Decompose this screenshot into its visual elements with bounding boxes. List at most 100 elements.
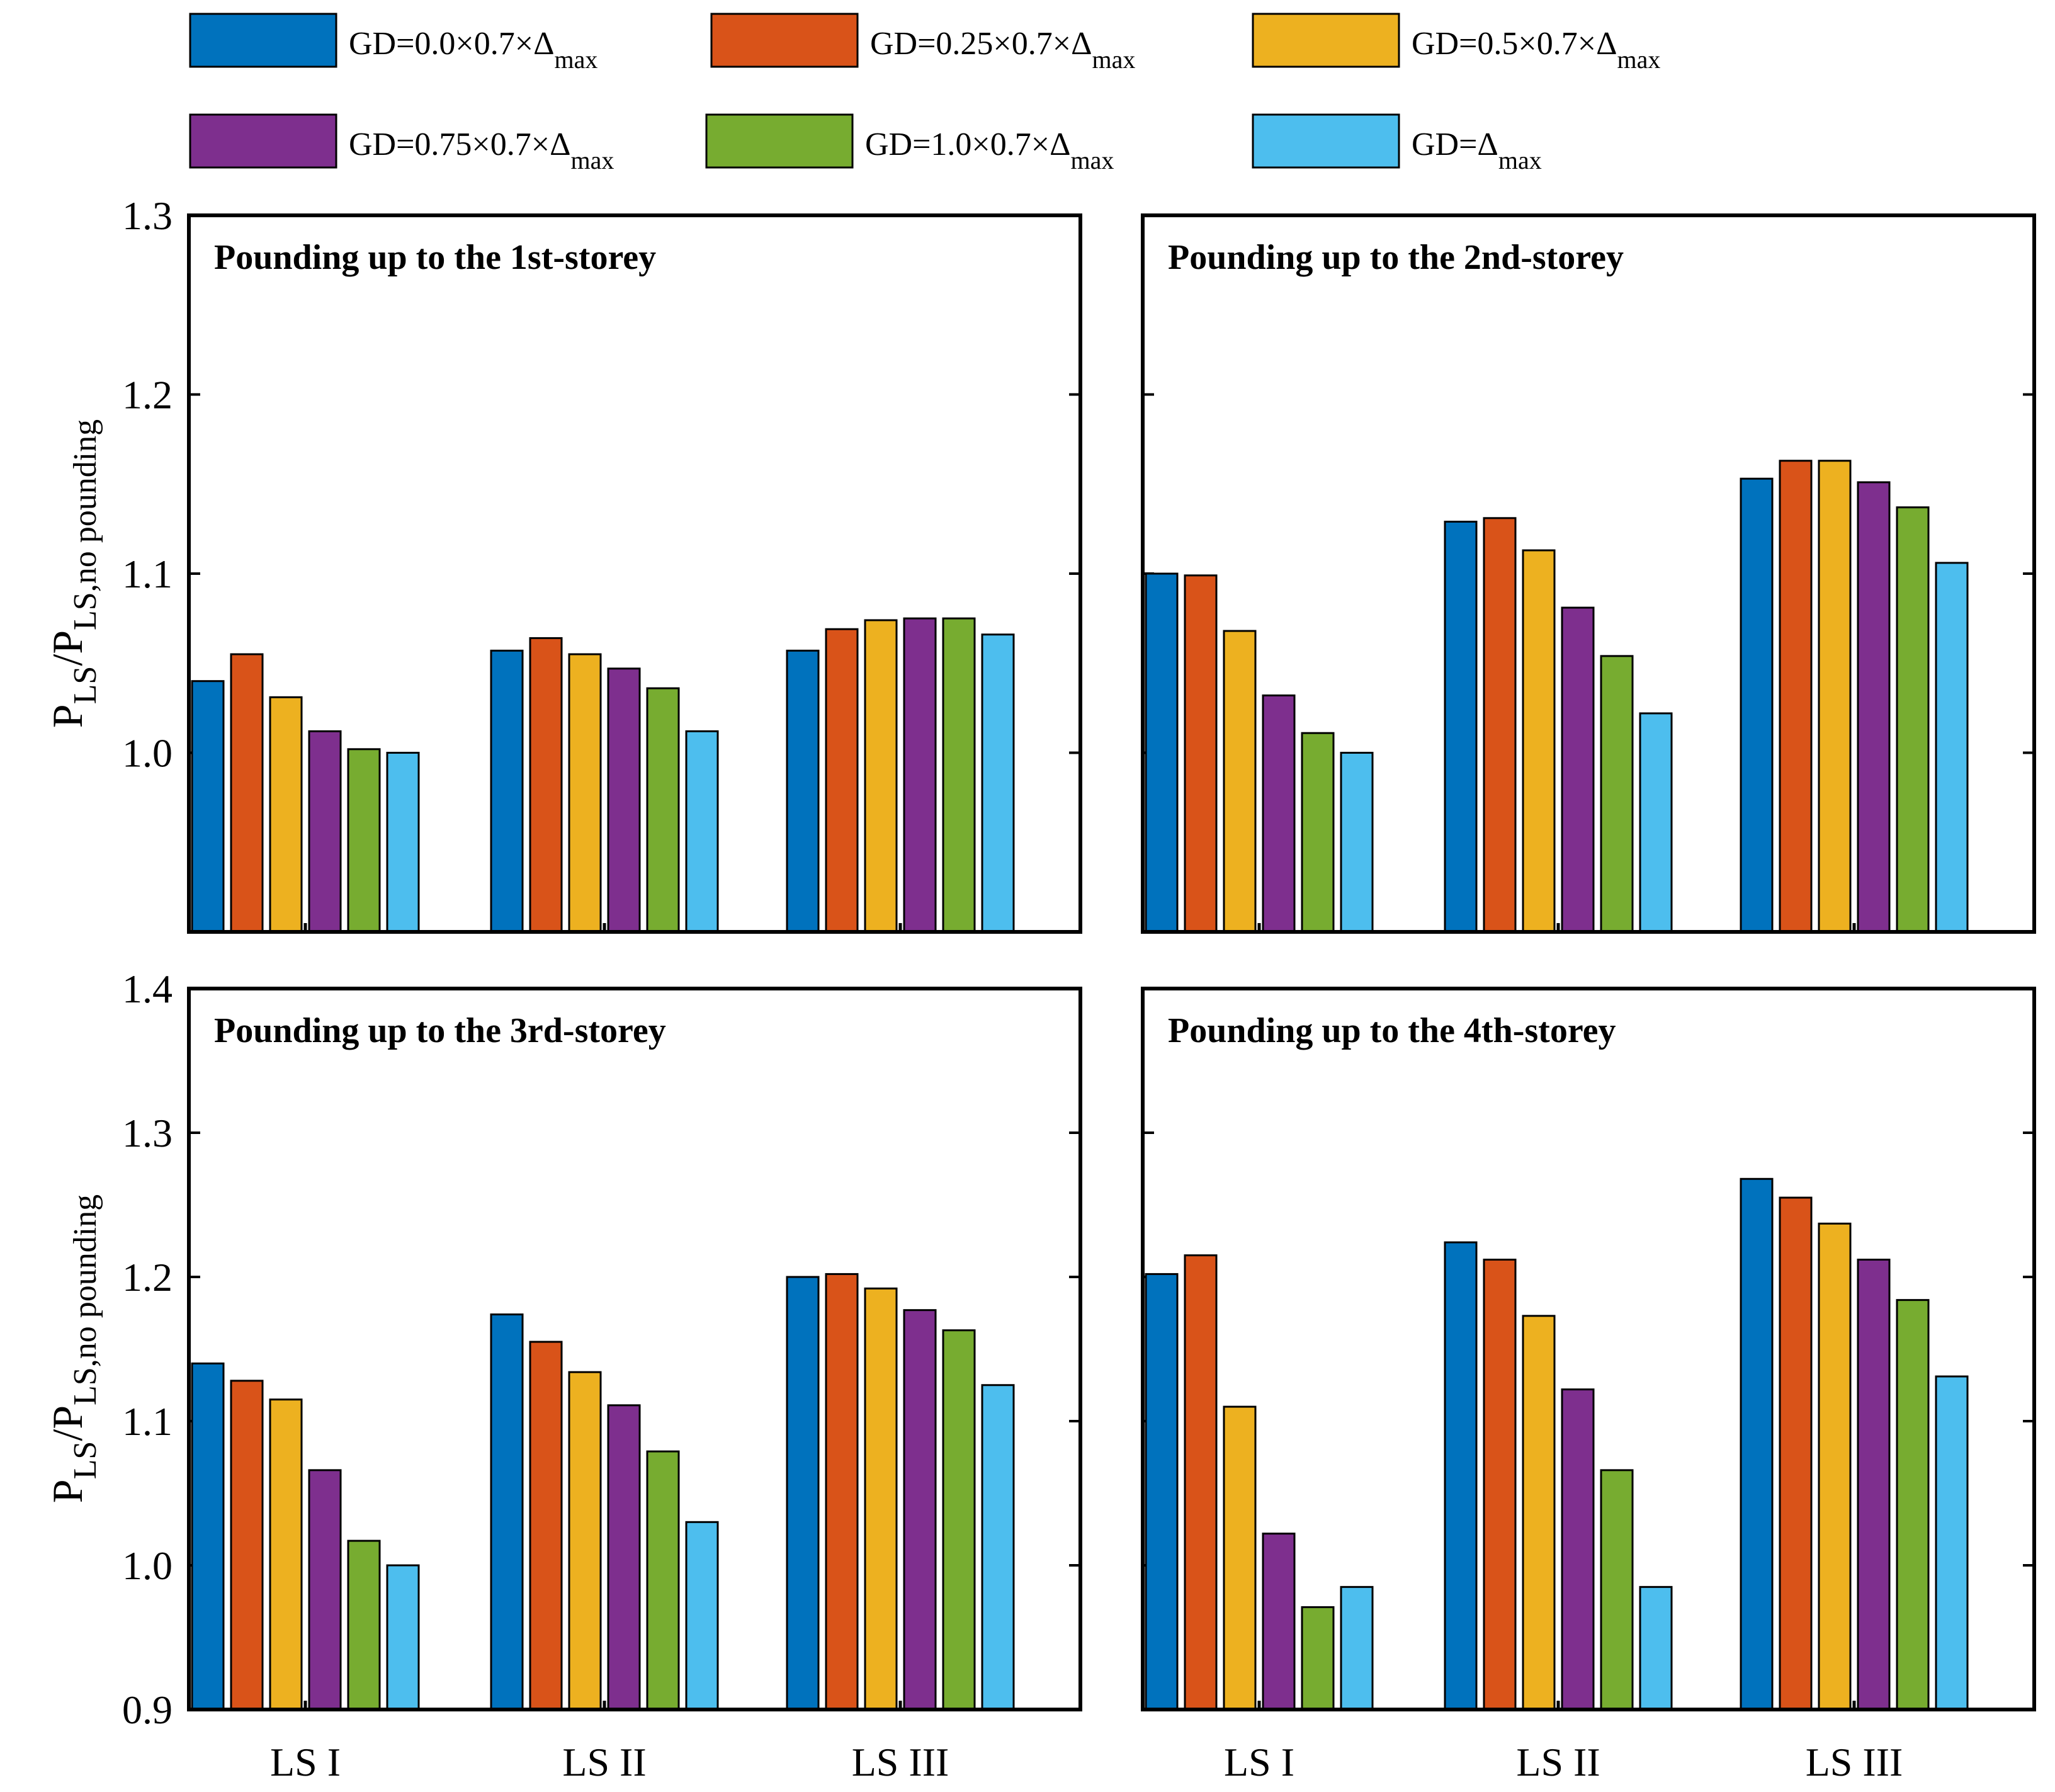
bar — [1896, 1299, 1930, 1711]
bar — [1483, 517, 1517, 933]
bar — [685, 1521, 719, 1711]
bar — [308, 730, 342, 933]
legend-swatch — [1252, 13, 1400, 68]
bar — [786, 649, 820, 933]
bar — [1483, 1259, 1517, 1711]
bar — [1262, 1533, 1296, 1711]
bar — [1935, 562, 1969, 933]
y-tick-label: 1.3 — [122, 193, 173, 238]
bar — [386, 752, 420, 933]
y-tick-label: 1.1 — [122, 552, 173, 596]
bar — [1639, 1585, 1673, 1711]
legend-label: GD=0.25×0.7×Δmax — [870, 26, 1135, 74]
bar — [269, 1398, 303, 1711]
legend-label: GD=0.0×0.7×Δmax — [349, 26, 597, 74]
legend-label-subscript: max — [1617, 45, 1661, 74]
y-tick-label: 1.1 — [122, 1399, 173, 1444]
chart-panel: 1.0 1.1 1.2 1.3 Pounding up to the 1st-store… — [122, 193, 1082, 934]
bar — [347, 1540, 381, 1711]
y-label-sub: LS — [67, 666, 103, 705]
bar — [903, 617, 937, 933]
bar — [529, 1341, 563, 1711]
bar — [607, 1404, 641, 1711]
bar — [786, 1276, 820, 1711]
bar — [825, 628, 859, 933]
bar — [347, 748, 381, 933]
bar — [230, 653, 264, 933]
bar — [1340, 752, 1374, 933]
y-tick-label: 1.2 — [122, 373, 173, 417]
bar — [1857, 1259, 1891, 1711]
bar — [864, 1287, 898, 1711]
bar — [1184, 574, 1218, 933]
bar — [490, 649, 524, 933]
bar — [1639, 712, 1673, 933]
bar — [942, 1329, 976, 1711]
panels: 1.0 1.1 1.2 1.3 Pounding up to the 1st-store… — [122, 193, 2036, 1784]
legend-label-subscript: max — [571, 146, 614, 174]
bar — [1184, 1254, 1218, 1711]
panel-title: Pounding up to the 4th-storey — [1168, 1011, 1616, 1050]
y-axis-label: PLS/PLS,no pounding — [43, 419, 103, 728]
bar — [903, 1309, 937, 1711]
legend-label-subscript: max — [1071, 146, 1114, 174]
x-category-label: LS II — [562, 1740, 646, 1784]
legend-label: GD=0.75×0.7×Δmax — [349, 127, 614, 174]
y-label-p: P — [43, 704, 91, 728]
legend-label-base: GD=0.75×0.7×Δ — [349, 127, 571, 162]
bar — [1444, 520, 1478, 933]
bar — [568, 1371, 602, 1711]
bar — [942, 617, 976, 933]
chart-panel: Pounding up to the 2nd-storey — [1141, 213, 2036, 934]
legend-swatch — [189, 113, 337, 169]
bar — [1522, 1315, 1556, 1711]
y-label-slash: /P — [43, 630, 91, 666]
y-tick-label: 0.9 — [122, 1687, 173, 1732]
bar — [1740, 1177, 1774, 1711]
legend-label-base: GD=1.0×0.7×Δ — [865, 127, 1071, 162]
panel-title: Pounding up to the 2nd-storey — [1168, 238, 1624, 277]
bar — [1818, 1222, 1852, 1711]
legend-label: GD=1.0×0.7×Δmax — [865, 127, 1114, 174]
y-label-sub: LS,no pounding — [67, 419, 103, 630]
legend-entry: GD=0.75×0.7×Δmax — [189, 113, 614, 174]
bar — [1561, 606, 1595, 933]
bar — [1561, 1388, 1595, 1711]
bar — [230, 1380, 264, 1711]
panel-frame-outline — [187, 987, 1082, 1711]
bar — [308, 1469, 342, 1711]
bar — [1522, 549, 1556, 933]
bar — [1145, 572, 1179, 933]
bar — [864, 619, 898, 933]
panel-frame-outline — [187, 213, 1082, 934]
legend-label-base: GD=0.5×0.7×Δ — [1412, 26, 1617, 62]
bar — [269, 696, 303, 933]
x-category-label: LS II — [1516, 1740, 1600, 1784]
legend-entry: GD=Δmax — [1252, 113, 1542, 174]
y-label-p: P — [43, 1479, 91, 1503]
bar — [191, 1362, 225, 1711]
legend-label: GD=Δmax — [1412, 127, 1542, 174]
bar — [386, 1564, 420, 1711]
legend-swatch — [189, 13, 337, 68]
bar — [981, 633, 1015, 933]
bar — [1262, 694, 1296, 933]
bar — [825, 1273, 859, 1711]
legend-label: GD=0.5×0.7×Δmax — [1412, 26, 1660, 74]
legend-entry: GD=0.5×0.7×Δmax — [1252, 13, 1660, 74]
bar — [1935, 1375, 1969, 1711]
legend-label-subscript: max — [1092, 45, 1136, 74]
legend-swatch — [1252, 113, 1400, 169]
bar — [1600, 655, 1634, 933]
y-label-sub: LS,no pounding — [67, 1194, 103, 1405]
legend-label-subscript: max — [555, 45, 598, 74]
bar — [1145, 1273, 1179, 1711]
legend-label-base: GD=0.0×0.7×Δ — [349, 26, 555, 62]
panel-frame-outline — [1141, 213, 2036, 934]
bar — [568, 653, 602, 933]
legend-label-base: GD=0.25×0.7×Δ — [870, 26, 1092, 62]
bar — [607, 667, 641, 933]
y-tick-label: 1.0 — [122, 1543, 173, 1588]
